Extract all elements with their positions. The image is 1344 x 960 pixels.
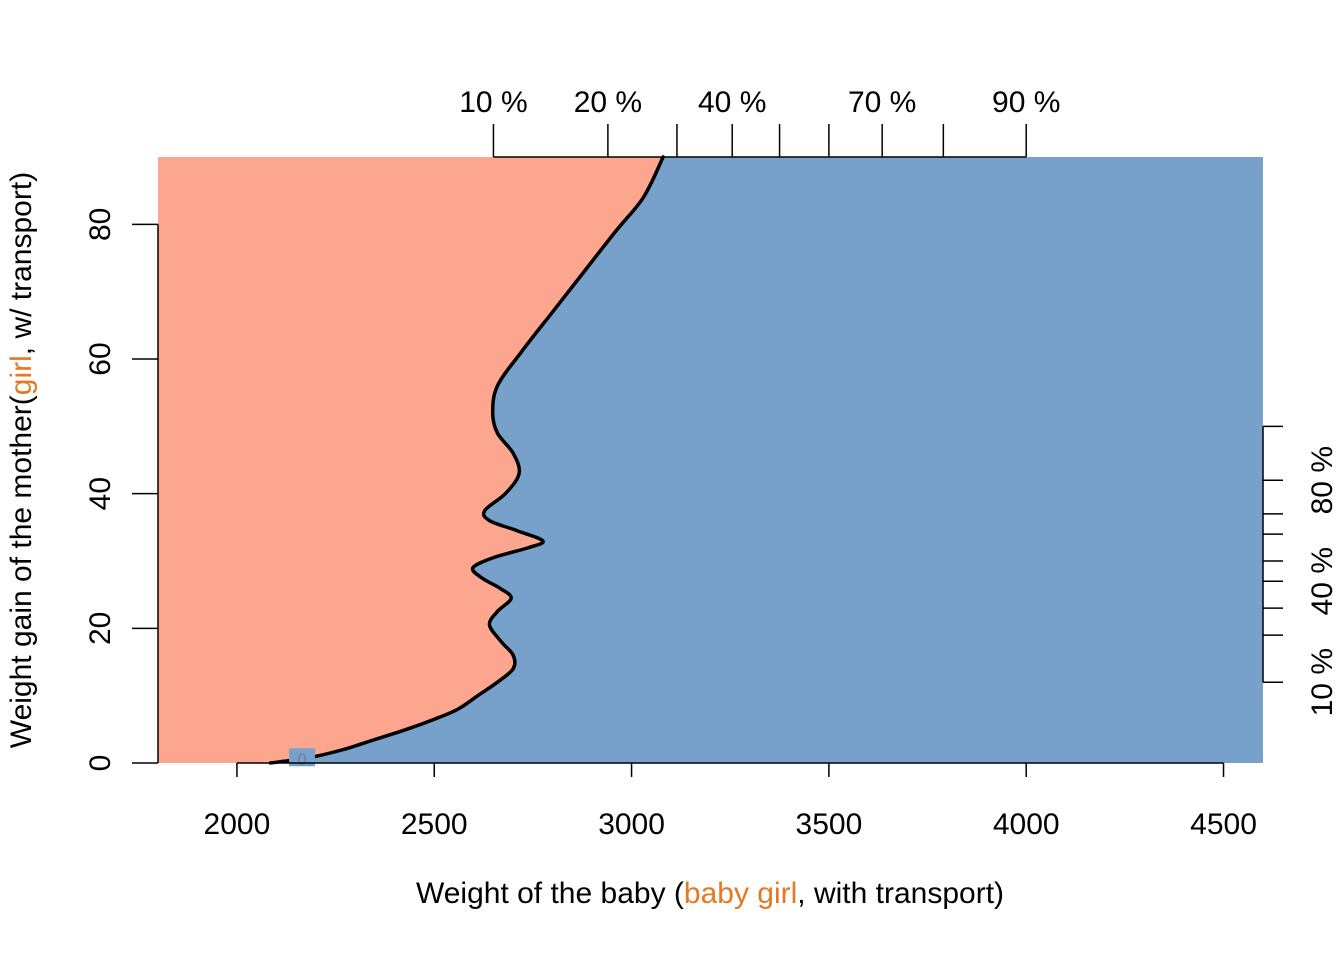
labels: Weight of the baby (baby girl, with tran…: [5, 172, 1004, 910]
right-quantile-label: 80 %: [1306, 446, 1339, 514]
x-tick-label: 4000: [993, 808, 1060, 841]
y-axis-title-prefix: Weight gain of the mother(: [5, 395, 38, 748]
y-tick-label: 80: [84, 208, 117, 241]
x-tick-label: 3500: [796, 808, 863, 841]
x-tick-label: 2500: [401, 808, 468, 841]
y-tick-label: 40: [84, 477, 117, 510]
x-tick-label: 3000: [598, 808, 665, 841]
contour-label: 0: [298, 751, 307, 768]
boundary-line: [268, 155, 665, 765]
x-tick-label: 2000: [204, 808, 271, 841]
top-quantile-label: 20 %: [574, 86, 642, 119]
contour-label-gap: [289, 748, 316, 767]
y-axis-title-suffix: , w/ transport): [5, 172, 38, 355]
x-tick-label: 4500: [1190, 808, 1257, 841]
right-quantile-label: 10 %: [1306, 648, 1339, 716]
right-quantile-label: 40 %: [1306, 547, 1339, 615]
y-tick-label: 0: [84, 755, 117, 772]
y-tick-label: 20: [84, 612, 117, 645]
region-left: [158, 157, 664, 763]
plot-area: 0: [158, 155, 1263, 768]
top-quantile-label: 70 %: [848, 86, 916, 119]
axes: 2000 2500 3000 3500 4000 4500 0 20 40 60 80 10 % 20 …: [84, 86, 1339, 841]
x-axis-title: Weight of the baby (baby girl, with tran…: [416, 877, 1004, 910]
top-quantile-label: 90 %: [992, 86, 1060, 119]
x-axis-title-prefix: Weight of the baby (: [416, 877, 684, 910]
y-axis-title-highlight: girl: [5, 355, 38, 395]
top-quantile-label: 40 %: [698, 86, 766, 119]
y-axis-title: Weight gain of the mother(girl, w/ trans…: [5, 172, 38, 748]
y-tick-label: 60: [84, 342, 117, 375]
x-axis-title-suffix: , with transport): [797, 877, 1004, 910]
x-axis-title-highlight: baby girl: [684, 877, 797, 910]
top-quantile-label: 10 %: [459, 86, 527, 119]
